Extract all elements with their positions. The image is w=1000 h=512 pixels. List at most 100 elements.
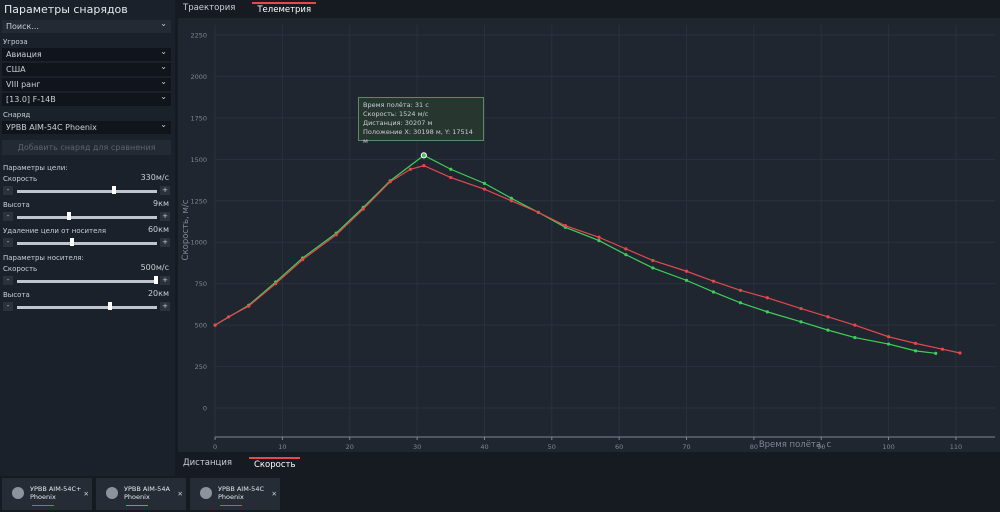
x-tick-label: 110 [950,443,962,451]
slider-label: Высота [3,201,30,209]
slider-track [17,212,157,220]
x-axis-label: Время полёта, с [759,440,832,450]
data-point [226,315,231,319]
x-tick-label: 90 [817,443,825,451]
card-title: УРВВ AIM-54A Phoenix [124,485,170,501]
slider-plus[interactable]: + [160,186,170,195]
data-point [799,320,803,324]
slider-value: 20км [147,289,169,298]
slider-minus[interactable]: - [3,276,13,285]
slider-value: 9км [153,199,169,208]
data-point [482,187,487,191]
hover-point [420,152,427,159]
slider-minus[interactable]: - [3,186,13,195]
data-point [886,335,891,339]
slider-value: 60км [147,225,169,234]
card-line: УРВВ AIM-54C+ [30,485,82,493]
card-close[interactable]: ✕ [177,490,183,498]
dropdown[interactable]: [13.0] F-14B [2,90,171,106]
slider-minus[interactable]: - [3,302,13,311]
tab[interactable]: Телеметрия [252,2,317,18]
slider-track [17,186,157,194]
data-point [684,278,689,282]
tooltip-line: Время полёта: 31 с [363,101,429,109]
data-point [509,196,514,200]
card-line: Phoenix [218,493,244,501]
data-point [958,351,962,355]
data-point [213,323,217,327]
y-tick-label: 500 [195,322,207,330]
tab[interactable]: Скорость [248,457,301,473]
card-close[interactable]: ✕ [83,490,89,498]
card-line: Phoenix [30,493,56,501]
slider-plus[interactable]: + [160,238,170,247]
y-tick-label: 1250 [190,197,207,205]
data-point [651,266,655,270]
data-point [408,167,412,171]
x-tick-label: 70 [682,443,690,451]
data-point [738,288,743,292]
slider-thumb[interactable] [154,276,159,284]
x-tick-label: 50 [548,443,556,451]
slider-minus[interactable]: - [3,238,13,247]
card-color [32,505,54,506]
slider-thumb[interactable] [67,212,72,220]
slider-thumb[interactable] [112,186,117,194]
data-point [826,315,830,319]
slider-minus[interactable]: - [3,212,13,221]
x-tick-label: 0 [213,443,217,451]
data-point [449,175,453,180]
data-point [934,351,938,355]
y-tick-label: 0 [203,405,207,413]
tab[interactable]: Траектория [183,3,236,13]
add-button[interactable]: Добавить снаряд для сравнения [2,140,171,155]
card-color [126,505,148,506]
y-tick-label: 250 [195,363,207,371]
card[interactable]: УРВВ AIM-54C Phoenix ✕ [190,478,280,510]
slider-plus[interactable]: + [160,302,170,311]
y-tick-label: 1000 [190,239,207,247]
data-point [799,306,803,311]
slider-track [17,238,157,246]
sidebar: Параметры снарядов Поиск... Угроза Авиац… [0,0,175,476]
slider-label: Скорость [3,265,38,273]
data-point [765,310,769,314]
dropdown[interactable]: США [2,60,171,76]
card-color [220,505,242,506]
dropdown[interactable]: VIII ранг [2,75,171,91]
slider-plus[interactable]: + [160,276,170,285]
bottom-tabs: Дистанция Скорость [178,457,301,473]
card-icon [200,487,212,499]
data-point [536,210,540,214]
data-point [738,301,743,305]
slider-row: Скорость 500м/с - + [0,263,175,289]
tooltip-line: Дистанция: 30207 м [363,119,433,127]
slider-thumb[interactable] [108,302,112,310]
slider-plus[interactable]: + [160,212,170,221]
top-tabs: Траектория Телеметрия [178,2,317,18]
y-tick-label: 2250 [190,31,207,39]
data-point [361,207,365,211]
label: Параметры цели: [3,164,68,172]
y-tick-label: 1750 [190,114,207,122]
search[interactable]: Поиск... [2,17,171,33]
data-point [711,279,716,283]
card[interactable]: УРВВ AIM-54C+ Phoenix ✕ [2,478,92,510]
data-point [826,328,830,332]
card[interactable]: УРВВ AIM-54A Phoenix ✕ [96,478,186,510]
data-point [422,164,426,168]
label: Угроза [3,38,28,46]
label: Снаряд [3,111,31,119]
carrier-params: Скорость 500м/с - + Высота 20км - + [0,263,175,315]
slider-label: Скорость [3,175,38,183]
dropdown[interactable]: УРВВ AIM-54C Phoenix [2,118,171,134]
dropdown[interactable]: Авиация [2,45,171,61]
tab[interactable]: Дистанция [183,458,232,468]
card-close[interactable]: ✕ [271,490,277,498]
card-title: УРВВ AIM-54C Phoenix [218,485,264,501]
x-tick-label: 100 [882,443,894,451]
data-point [422,153,426,157]
card-line: УРВВ AIM-54C [218,485,264,493]
data-point [886,342,891,346]
slider-thumb[interactable] [70,238,75,246]
